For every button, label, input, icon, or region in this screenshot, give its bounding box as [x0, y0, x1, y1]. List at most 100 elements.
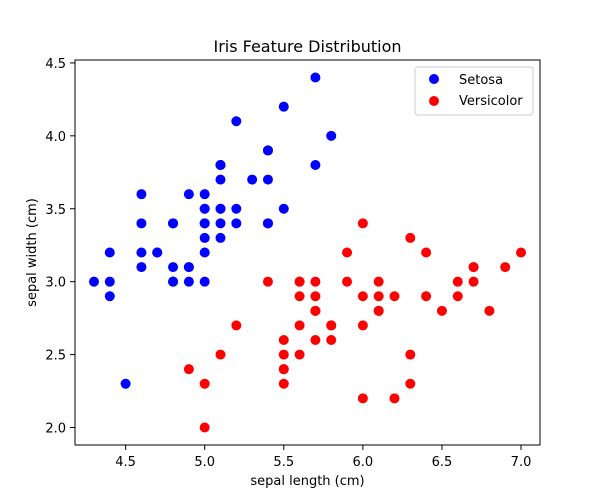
data-point-versicolor: [389, 291, 400, 302]
data-point-versicolor: [326, 320, 337, 331]
data-point-versicolor: [215, 349, 226, 360]
legend-label-versicolor: Versicolor: [459, 94, 523, 109]
x-tick-label: 5.0: [194, 455, 215, 470]
data-point-setosa: [168, 218, 179, 229]
data-point-versicolor: [199, 422, 210, 433]
data-point-versicolor: [342, 276, 353, 287]
data-point-setosa: [262, 218, 273, 229]
data-point-versicolor: [452, 276, 463, 287]
data-point-setosa: [104, 276, 115, 287]
data-point-setosa: [199, 218, 210, 229]
legend: Setosa Versicolor: [414, 66, 534, 116]
data-point-versicolor: [373, 291, 384, 302]
data-point-versicolor: [310, 335, 321, 345]
data-point-versicolor: [294, 276, 305, 287]
data-point-setosa: [168, 262, 179, 273]
data-point-setosa: [104, 247, 115, 258]
data-point-versicolor: [468, 262, 479, 273]
y-tick-label: 2.0: [45, 422, 66, 437]
legend-box: [414, 66, 534, 116]
data-point-setosa: [278, 203, 289, 214]
data-point-setosa: [231, 218, 242, 229]
x-tick-label: 7.0: [511, 455, 532, 470]
data-point-setosa: [183, 262, 194, 273]
x-tick-label: 5.5: [273, 455, 294, 470]
data-point-versicolor: [278, 349, 289, 360]
data-point-versicolor: [278, 335, 289, 345]
data-point-versicolor: [405, 232, 416, 243]
data-point-versicolor: [357, 320, 368, 331]
x-tick-label: 6.5: [432, 455, 453, 470]
data-point-versicolor: [310, 291, 321, 302]
data-point-setosa: [215, 174, 226, 185]
y-tick-label: 4.0: [45, 130, 66, 145]
data-point-versicolor: [231, 320, 242, 331]
data-point-versicolor: [326, 335, 337, 345]
data-point-versicolor: [294, 349, 305, 360]
data-point-setosa: [262, 145, 273, 156]
y-axis-ticks: 2.0 2.5 3.0 3.5 4.0 4.5: [45, 57, 75, 437]
data-point-versicolor: [294, 291, 305, 302]
data-point-versicolor: [468, 276, 479, 287]
data-point-versicolor: [342, 247, 353, 258]
plot-area: [88, 72, 527, 433]
x-tick-label: 4.5: [115, 455, 136, 470]
data-point-setosa: [215, 203, 226, 214]
data-point-setosa: [278, 101, 289, 112]
data-point-versicolor: [500, 262, 511, 273]
data-point-setosa: [88, 276, 99, 287]
y-tick-label: 4.5: [45, 57, 66, 72]
data-point-versicolor: [262, 276, 273, 287]
data-point-versicolor: [373, 276, 384, 287]
data-point-setosa: [215, 160, 226, 170]
data-point-setosa: [136, 247, 147, 258]
data-point-setosa: [310, 72, 321, 83]
data-point-setosa: [262, 174, 273, 185]
data-point-versicolor: [357, 393, 368, 404]
x-tick-label: 6.0: [353, 455, 374, 470]
data-point-setosa: [136, 262, 147, 273]
data-point-setosa: [199, 203, 210, 214]
data-point-setosa: [183, 189, 194, 200]
data-point-setosa: [199, 189, 210, 200]
x-axis-label: sepal length (cm): [250, 474, 364, 489]
data-point-versicolor: [516, 247, 527, 258]
data-point-setosa: [215, 232, 226, 243]
data-point-setosa: [152, 247, 163, 258]
y-axis-label: sepal width (cm): [25, 198, 40, 307]
data-point-versicolor: [183, 364, 194, 375]
data-point-setosa: [120, 378, 131, 389]
y-tick-label: 3.0: [45, 276, 66, 291]
data-point-versicolor: [310, 305, 321, 316]
legend-marker-versicolor: [429, 96, 439, 106]
data-point-setosa: [231, 203, 242, 214]
data-point-versicolor: [484, 305, 495, 316]
data-point-versicolor: [405, 378, 416, 389]
data-point-setosa: [247, 174, 258, 185]
data-point-versicolor: [278, 378, 289, 389]
data-point-versicolor: [373, 305, 384, 316]
data-point-versicolor: [357, 291, 368, 302]
data-point-setosa: [199, 276, 210, 287]
data-point-versicolor: [405, 349, 416, 360]
data-point-versicolor: [294, 320, 305, 331]
data-point-versicolor: [452, 291, 463, 302]
data-point-setosa: [136, 189, 147, 200]
data-point-versicolor: [421, 291, 432, 302]
y-tick-label: 3.5: [45, 203, 66, 218]
data-point-versicolor: [357, 218, 368, 229]
data-point-setosa: [310, 160, 321, 170]
data-point-setosa: [199, 232, 210, 243]
chart-title: Iris Feature Distribution: [213, 37, 401, 56]
data-point-versicolor: [436, 305, 447, 316]
data-point-versicolor: [421, 247, 432, 258]
data-point-versicolor: [310, 276, 321, 287]
x-axis-ticks: 4.5 5.0 5.5 6.0 6.5 7.0: [115, 445, 531, 470]
data-point-setosa: [136, 218, 147, 229]
legend-marker-setosa: [429, 74, 439, 84]
data-point-versicolor: [389, 393, 400, 404]
y-tick-label: 2.5: [45, 349, 66, 364]
data-point-setosa: [231, 116, 242, 127]
data-point-versicolor: [278, 364, 289, 375]
